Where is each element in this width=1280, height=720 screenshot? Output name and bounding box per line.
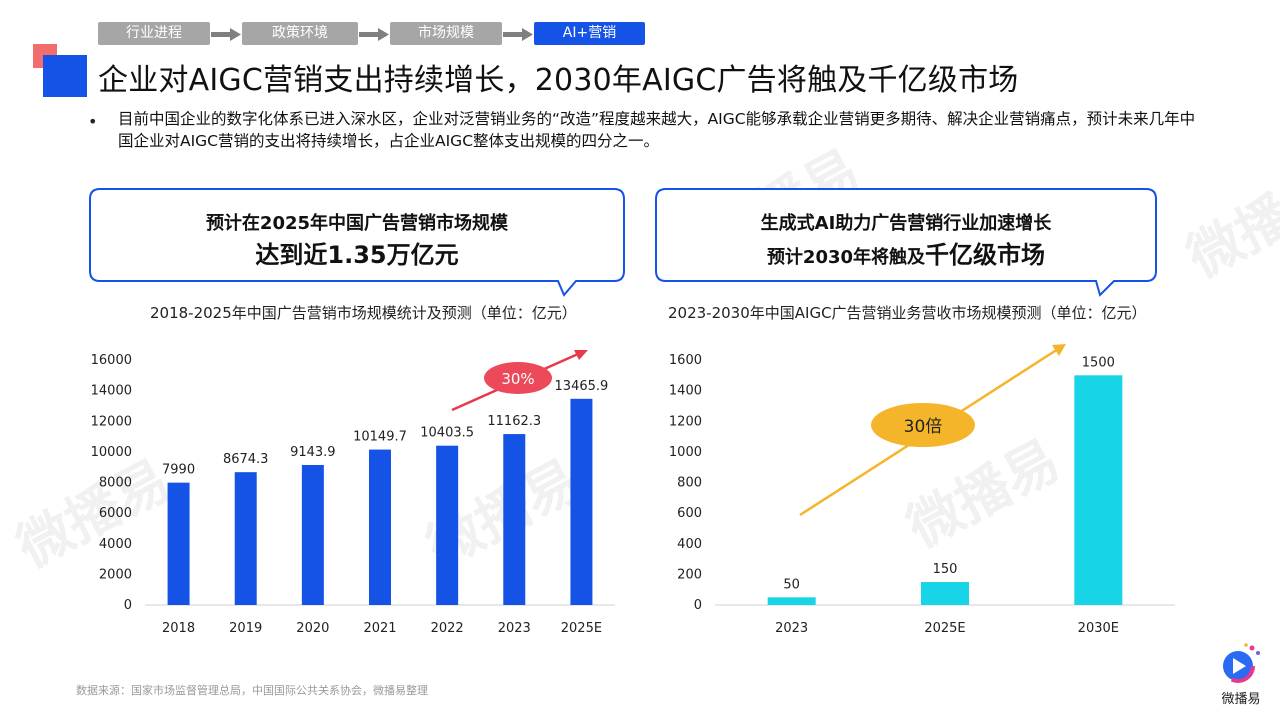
brand-logo-text: 微播易 [1221, 692, 1261, 707]
callout-right-line1: 生成式AI助力广告营销行业加速增长 [760, 213, 1052, 234]
watermark: 微播易 [1177, 158, 1280, 290]
x-tick-label: 2025E [561, 621, 602, 636]
callout-right: 生成式AI助力广告营销行业加速增长 预计2030年将触及千亿级市场 [654, 187, 1158, 297]
y-tick-label: 400 [677, 537, 702, 552]
breadcrumb-item-market[interactable]: 市场规模 [390, 22, 502, 45]
chart-left-title: 2018-2025年中国广告营销市场规模统计及预测（单位：亿元） [150, 304, 577, 322]
data-label: 9143.9 [290, 445, 336, 460]
callout-left-line1: 预计在2025年中国广告营销市场规模 [205, 213, 509, 234]
x-tick-label: 2019 [229, 621, 262, 636]
breadcrumb-item-policy[interactable]: 政策环境 [242, 22, 358, 45]
y-tick-label: 14000 [91, 384, 132, 399]
data-label: 13465.9 [555, 379, 609, 394]
y-tick-label: 1000 [669, 445, 702, 460]
x-tick-label: 2023 [775, 621, 808, 636]
arrow-right-icon [502, 22, 534, 45]
data-label: 11162.3 [487, 414, 541, 429]
data-label: 150 [933, 562, 958, 577]
breadcrumb-item-ai-marketing[interactable]: AI+营销 [534, 22, 645, 45]
brand-logo: 微播易 [1216, 640, 1266, 710]
arrow-right-icon [210, 22, 242, 45]
chart-right: 0 200 400 600 800 1000 1200 1400 1600 50 2023 150 20… [669, 344, 1175, 636]
growth-badge [484, 362, 552, 394]
x-tick-label: 2021 [363, 621, 396, 636]
growth-badge-label: 30% [501, 370, 534, 388]
y-tick-label: 10000 [91, 445, 132, 460]
bar [1074, 375, 1123, 605]
multiple-badge-label: 30倍 [904, 417, 943, 437]
y-tick-label: 2000 [99, 567, 132, 582]
y-tick-label: 12000 [91, 414, 132, 429]
data-label: 1500 [1082, 355, 1115, 370]
bullet-text: 目前中国企业的数字化体系已进入深水区，企业对泛营销业务的“改造”程度越来越大，A… [118, 110, 1196, 150]
bar [503, 434, 526, 605]
data-source-note: 数据来源：国家市场监督管理总局，中国国际公共关系协会，微播易整理 [76, 684, 428, 697]
bar [570, 398, 593, 605]
callout-right-line2-highlight: 千亿级市场 [925, 241, 1046, 269]
bullet-dot-icon: • [88, 112, 98, 131]
data-label: 8674.3 [223, 452, 269, 467]
x-tick-label: 2023 [498, 621, 531, 636]
callout-right-line2-prefix: 预计2030年将触及 [766, 247, 926, 268]
chart-left: 0 2000 4000 6000 8000 10000 12000 14000 16000 799… [91, 350, 615, 636]
data-label: 10403.5 [420, 426, 474, 441]
arrow-right-icon [358, 22, 390, 45]
y-tick-label: 200 [677, 567, 702, 582]
breadcrumb: 行业进程 政策环境 市场规模 AI+营销 [98, 22, 645, 45]
x-tick-label: 2022 [431, 621, 464, 636]
chart-right-title: 2023-2030年中国AIGC广告营销业务营收市场规模预测（单位：亿元） [668, 304, 1147, 322]
page-title: 企业对AIGC营销支出持续增长，2030年AIGC广告将触及千亿级市场 [98, 63, 1019, 98]
bar [767, 597, 816, 605]
trend-arrow-head-icon [1052, 344, 1066, 356]
y-tick-label: 0 [694, 598, 702, 613]
bar [921, 582, 969, 605]
callout-left-line2: 达到近1.35万亿元 [255, 241, 459, 269]
x-tick-label: 2018 [162, 621, 195, 636]
bar [301, 464, 324, 605]
x-tick-label: 2025E [924, 621, 965, 636]
y-tick-label: 1600 [669, 353, 702, 368]
play-logo-icon [1221, 643, 1260, 683]
y-tick-label: 6000 [99, 506, 132, 521]
breadcrumb-item-industry[interactable]: 行业进程 [98, 22, 210, 45]
bar [167, 482, 190, 605]
data-label: 50 [783, 577, 800, 592]
callout-right-line2: 预计2030年将触及千亿级市场 [654, 235, 1158, 270]
y-tick-label: 800 [677, 476, 702, 491]
trend-arrow-head-icon [574, 350, 588, 360]
y-tick-label: 4000 [99, 537, 132, 552]
bar [436, 445, 459, 605]
x-tick-label: 2030E [1078, 621, 1119, 636]
multiple-badge [871, 403, 975, 447]
bar [369, 449, 391, 605]
data-label: 7990 [162, 463, 195, 478]
title-decoration-blue [43, 55, 87, 97]
data-label: 10149.7 [353, 430, 407, 445]
y-tick-label: 16000 [91, 353, 132, 368]
x-tick-label: 2020 [296, 621, 329, 636]
bar [234, 472, 257, 605]
y-tick-label: 600 [677, 506, 702, 521]
y-tick-label: 1200 [669, 414, 702, 429]
y-tick-label: 1400 [669, 384, 702, 399]
y-tick-label: 0 [124, 598, 132, 613]
callout-left: 预计在2025年中国广告营销市场规模 达到近1.35万亿元 [88, 187, 626, 297]
y-tick-label: 8000 [99, 476, 132, 491]
